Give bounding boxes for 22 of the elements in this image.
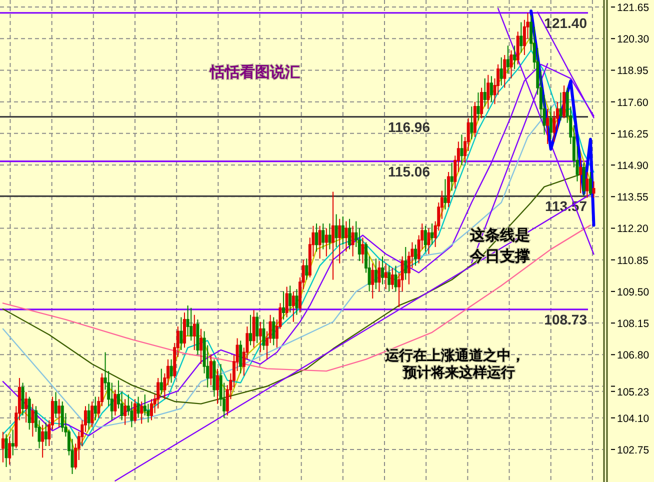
ref-label: 116.96 [388,118,430,135]
ref-label: 115.06 [388,163,430,180]
tick-label: 112.20 [617,223,648,236]
tick-label: 116.25 [617,128,648,140]
tick-label: 105.23 [617,386,650,398]
tick-label: 104.10 [617,412,650,425]
annotation: 预计将来这样运行 [403,364,515,380]
tick-label: 118.95 [617,65,648,78]
tick-label: 102.75 [617,444,650,456]
tick-label: 113.55 [617,192,648,204]
tick-label: 120.30 [617,34,650,46]
annotation: 恬恬看图说汇 [210,64,300,81]
tick-label: 106.80 [617,350,650,362]
tick-label: 121.65 [617,2,650,14]
tick-label: 114.90 [617,160,648,172]
tick-label: 108.15 [617,318,650,330]
tick-label: 109.50 [617,286,650,298]
ref-label: 108.73 [544,311,587,328]
annotation: 运行在上涨通道之中， [385,347,525,363]
tick-label: 110.85 [617,254,648,267]
ref-label: 121.40 [544,14,587,31]
tick-label: 117.60 [617,96,648,109]
